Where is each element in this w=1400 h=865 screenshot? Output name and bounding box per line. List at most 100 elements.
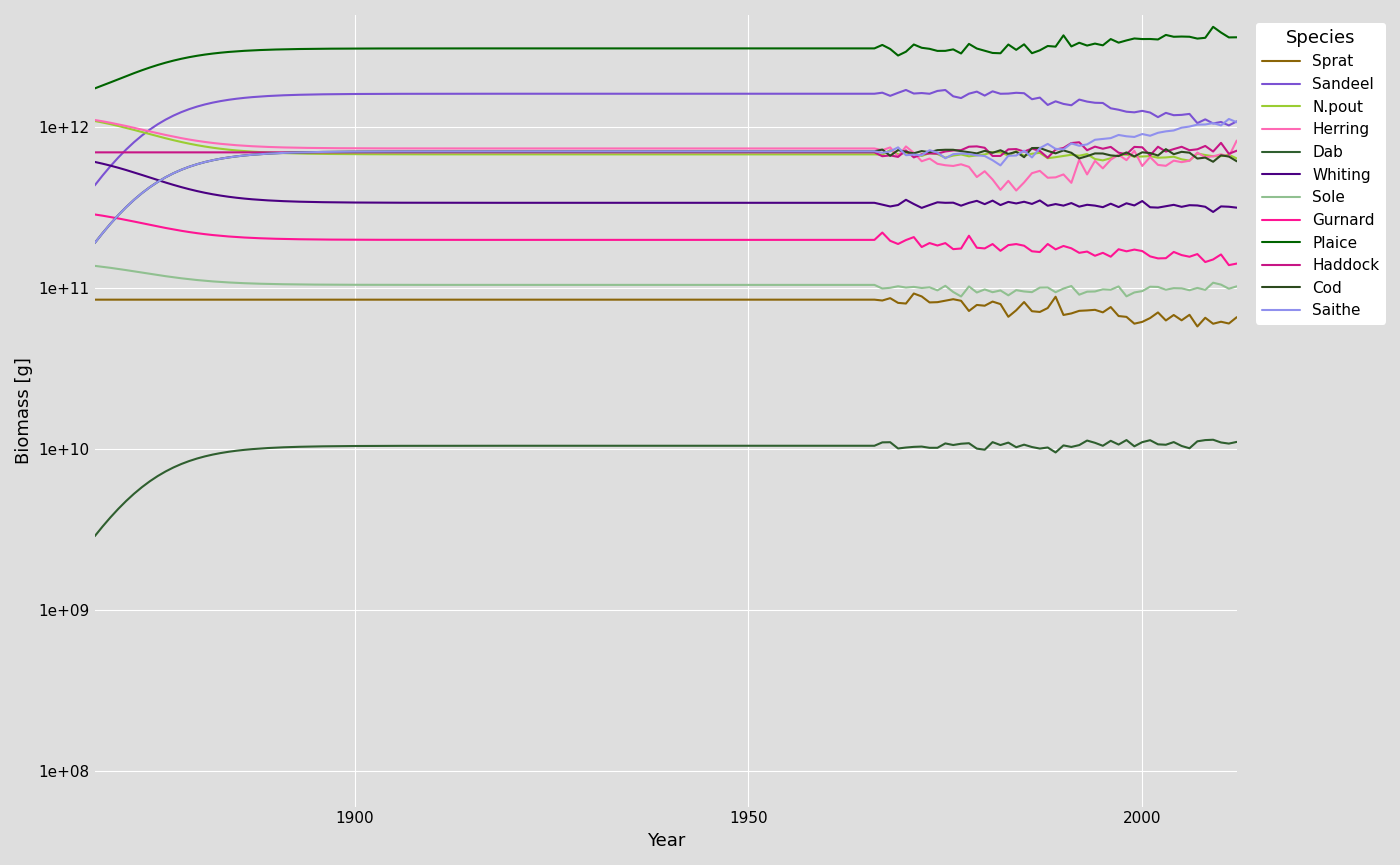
Line: Herring: Herring — [95, 120, 1236, 190]
Plaice — [409, 43, 426, 54]
Haddock — [363, 147, 379, 157]
Sprat — [370, 294, 386, 304]
Dab — [220, 446, 237, 457]
Cod — [756, 146, 773, 157]
Saithe — [409, 146, 426, 157]
Whiting — [370, 197, 386, 208]
Sandeel — [220, 94, 237, 105]
Gurnard — [756, 234, 773, 245]
Sole — [952, 292, 969, 302]
Sole — [756, 279, 773, 290]
Whiting — [363, 197, 379, 208]
Herring — [1008, 185, 1025, 195]
Sole — [370, 279, 386, 290]
Dab — [1205, 434, 1222, 445]
Herring — [87, 115, 104, 125]
Herring — [1228, 136, 1245, 146]
Saithe — [363, 146, 379, 157]
Line: Sprat: Sprat — [95, 293, 1236, 326]
Dab — [661, 440, 678, 451]
Line: Plaice: Plaice — [95, 27, 1236, 88]
Sprat — [1228, 312, 1245, 323]
Line: Gurnard: Gurnard — [95, 215, 1236, 266]
Plaice — [756, 43, 773, 54]
Sandeel — [363, 89, 379, 99]
Cod — [661, 146, 678, 157]
N.pout — [363, 149, 379, 159]
Sole — [661, 279, 678, 290]
Line: Cod: Cod — [95, 148, 1236, 243]
Haddock — [661, 147, 678, 157]
Cod — [409, 146, 426, 157]
Herring — [220, 139, 237, 150]
Dab — [1228, 437, 1245, 447]
Saithe — [1221, 114, 1238, 125]
Herring — [409, 144, 426, 154]
X-axis label: Year: Year — [647, 832, 685, 850]
Sole — [87, 260, 104, 271]
Cod — [370, 146, 386, 157]
Sprat — [661, 294, 678, 304]
Cod — [87, 238, 104, 248]
Line: Haddock: Haddock — [95, 142, 1236, 157]
Saithe — [756, 146, 773, 157]
Saithe — [1228, 117, 1245, 127]
Saithe — [87, 238, 104, 248]
Cod — [1032, 143, 1049, 153]
Line: Whiting: Whiting — [95, 162, 1236, 212]
Sandeel — [409, 88, 426, 99]
Sprat — [906, 288, 923, 298]
Sprat — [409, 294, 426, 304]
Gurnard — [220, 231, 237, 241]
Whiting — [409, 197, 426, 208]
Line: Sandeel: Sandeel — [95, 90, 1236, 185]
Sprat — [1189, 321, 1205, 331]
Haddock — [1228, 145, 1245, 156]
Haddock — [220, 147, 237, 157]
Whiting — [1205, 207, 1222, 217]
N.pout — [409, 149, 426, 159]
Whiting — [756, 197, 773, 208]
Cod — [1228, 156, 1245, 166]
N.pout — [370, 149, 386, 159]
N.pout — [87, 116, 104, 126]
Gurnard — [1228, 259, 1245, 269]
Line: Saithe: Saithe — [95, 119, 1236, 243]
Gurnard — [661, 234, 678, 245]
N.pout — [1182, 156, 1198, 166]
Gurnard — [87, 209, 104, 220]
Cod — [363, 146, 379, 157]
Haddock — [87, 147, 104, 157]
Sprat — [87, 294, 104, 304]
N.pout — [220, 144, 237, 155]
Herring — [363, 144, 379, 154]
Plaice — [661, 43, 678, 54]
Cod — [220, 152, 237, 163]
Haddock — [1039, 152, 1056, 163]
Whiting — [1228, 202, 1245, 213]
Sole — [363, 279, 379, 290]
Plaice — [87, 83, 104, 93]
Gurnard — [1221, 260, 1238, 271]
Plaice — [370, 43, 386, 54]
Sandeel — [1228, 116, 1245, 126]
Whiting — [87, 157, 104, 167]
Herring — [370, 144, 386, 154]
Line: Dab: Dab — [95, 439, 1236, 536]
Saithe — [370, 146, 386, 157]
N.pout — [661, 149, 678, 159]
Haddock — [370, 147, 386, 157]
Sprat — [220, 294, 237, 304]
Sprat — [363, 294, 379, 304]
Haddock — [409, 147, 426, 157]
Saithe — [661, 146, 678, 157]
Plaice — [1228, 32, 1245, 42]
Sandeel — [756, 88, 773, 99]
N.pout — [756, 149, 773, 159]
Dab — [756, 440, 773, 451]
Y-axis label: Biomass [g]: Biomass [g] — [15, 357, 34, 465]
Saithe — [220, 152, 237, 163]
Sandeel — [661, 88, 678, 99]
Sandeel — [897, 85, 914, 95]
Gurnard — [363, 234, 379, 245]
